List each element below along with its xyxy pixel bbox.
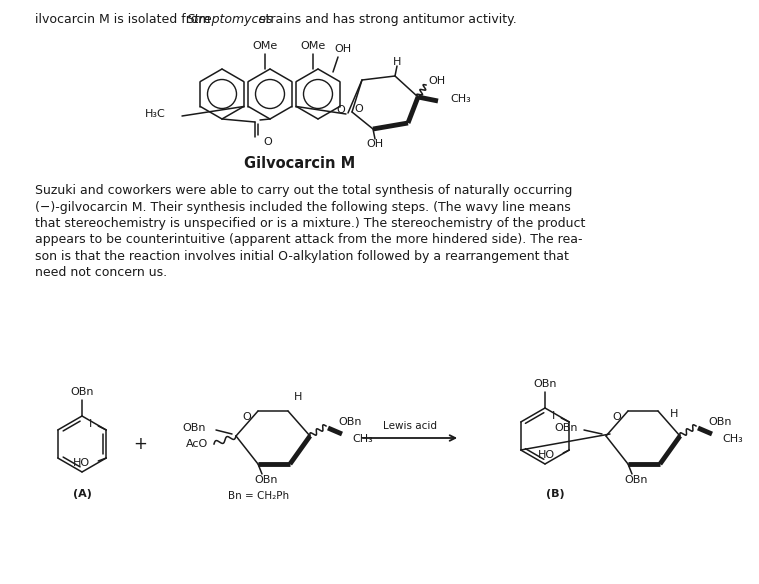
Text: O: O bbox=[263, 137, 272, 147]
Text: CH₃: CH₃ bbox=[352, 434, 373, 444]
Text: H₃C: H₃C bbox=[145, 109, 166, 119]
Text: O: O bbox=[336, 105, 345, 115]
Text: CH₃: CH₃ bbox=[722, 434, 743, 444]
Text: OBn: OBn bbox=[71, 387, 94, 397]
Text: I: I bbox=[552, 411, 556, 421]
Text: Suzuki and coworkers were able to carry out the total synthesis of naturally occ: Suzuki and coworkers were able to carry … bbox=[35, 184, 572, 197]
Text: OH: OH bbox=[428, 76, 445, 86]
Text: H: H bbox=[294, 392, 302, 402]
Text: OBn: OBn bbox=[254, 475, 278, 485]
Text: (A): (A) bbox=[73, 489, 91, 499]
Text: OBn: OBn bbox=[338, 417, 361, 427]
Text: (B): (B) bbox=[546, 489, 564, 499]
Text: Bn = CH₂Ph: Bn = CH₂Ph bbox=[228, 491, 289, 501]
Text: O: O bbox=[354, 104, 363, 114]
Text: O: O bbox=[243, 412, 251, 422]
Text: H: H bbox=[393, 57, 402, 67]
Text: Streptomyces: Streptomyces bbox=[187, 13, 274, 26]
Text: CH₃: CH₃ bbox=[450, 94, 471, 104]
Text: Lewis acid: Lewis acid bbox=[383, 421, 437, 431]
Text: OBn: OBn bbox=[534, 379, 557, 389]
Text: son is that the reaction involves initial O-alkylation followed by a rearrangeme: son is that the reaction involves initia… bbox=[35, 250, 569, 263]
Text: strains and has strong antitumor activity.: strains and has strong antitumor activit… bbox=[255, 13, 517, 26]
Text: OBn: OBn bbox=[708, 417, 732, 427]
Text: Gilvocarcin M: Gilvocarcin M bbox=[244, 157, 356, 172]
Text: OMe: OMe bbox=[253, 41, 278, 51]
Text: AcO: AcO bbox=[186, 439, 208, 449]
Text: OBn: OBn bbox=[182, 423, 206, 433]
Text: HO: HO bbox=[73, 458, 90, 468]
Text: (−)-gilvocarcin M. Their synthesis included the following steps. (The wavy line : (−)-gilvocarcin M. Their synthesis inclu… bbox=[35, 200, 571, 214]
Text: H: H bbox=[669, 409, 679, 419]
Text: HO: HO bbox=[538, 450, 556, 460]
Text: that stereochemistry is unspecified or is a mixture.) The stereochemistry of the: that stereochemistry is unspecified or i… bbox=[35, 217, 585, 230]
Text: O: O bbox=[613, 412, 622, 422]
Text: ilvocarcin M is isolated from: ilvocarcin M is isolated from bbox=[35, 13, 214, 26]
Text: +: + bbox=[133, 435, 147, 453]
Text: OH: OH bbox=[367, 139, 383, 149]
Text: appears to be counterintuitive (apparent attack from the more hindered side). Th: appears to be counterintuitive (apparent… bbox=[35, 234, 582, 246]
Text: need not concern us.: need not concern us. bbox=[35, 266, 167, 280]
Text: OBn: OBn bbox=[555, 423, 578, 433]
Text: OH: OH bbox=[335, 44, 351, 54]
Text: I: I bbox=[89, 419, 93, 429]
Text: OBn: OBn bbox=[624, 475, 647, 485]
Text: OMe: OMe bbox=[301, 41, 326, 51]
